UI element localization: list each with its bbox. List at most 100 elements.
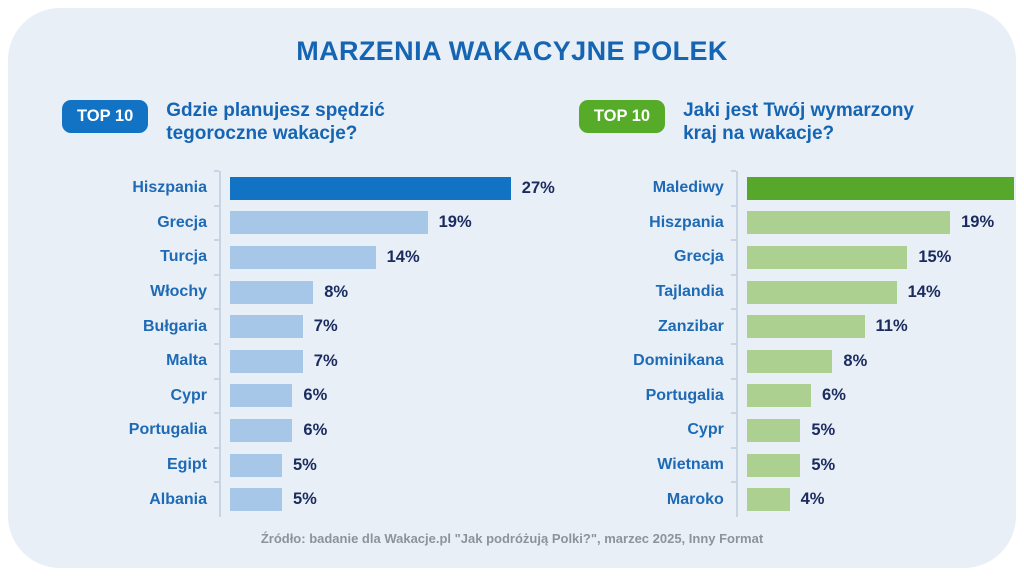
bar-track: 11% <box>730 308 1024 344</box>
chart-row: Maroko 4% <box>579 481 1024 517</box>
chart-row: Grecja 19% <box>62 204 555 241</box>
value-label: 15% <box>918 247 952 266</box>
category-label: Hiszpania <box>132 179 207 197</box>
bar-track: 6% <box>730 377 1024 414</box>
value-label: 8% <box>843 351 868 370</box>
value-label: 4% <box>800 490 825 509</box>
category-label: Włochy <box>150 283 207 301</box>
bar-track: 7% <box>214 342 555 379</box>
chart-row: Włochy 8% <box>62 273 555 310</box>
bar <box>746 384 812 408</box>
bar <box>230 453 282 477</box>
category-label: Grecja <box>157 213 207 231</box>
bar-track: 27% <box>214 170 555 206</box>
bar-track: 4% <box>730 481 1024 517</box>
chart-header-left: TOP 10 Gdzie planujesz spędzić tegoroczn… <box>62 99 555 157</box>
value-label: 5% <box>811 420 836 439</box>
category-label: Portugalia <box>128 421 207 439</box>
charts-container: TOP 10 Gdzie planujesz spędzić tegoroczn… <box>38 99 1015 517</box>
bar <box>230 349 303 373</box>
value-label: 7% <box>313 351 338 370</box>
bar <box>746 453 801 477</box>
source-note: Źródło: badanie dla Wakacje.pl "Jak podr… <box>260 531 764 546</box>
bar-track: 6% <box>214 412 555 448</box>
top10-badge-blue: TOP 10 <box>62 100 149 133</box>
infographic-card: MARZENIA WAKACYJNE POLEK TOP 10 Gdzie pl… <box>8 8 1016 568</box>
category-label: Cypr <box>687 421 724 439</box>
chart-header-right: TOP 10 Jaki jest Twój wymarzony kraj na … <box>578 99 1024 157</box>
bar <box>746 176 1015 200</box>
bar-track: 19% <box>730 204 1024 241</box>
chart-row: Malediwy 25% <box>579 170 1024 206</box>
value-label: 27% <box>521 178 555 197</box>
category-label: Hiszpania <box>649 213 724 231</box>
bar <box>746 280 897 304</box>
value-label: 11% <box>875 317 908 336</box>
bar <box>230 488 282 512</box>
bar <box>746 315 865 339</box>
category-label: Bułgaria <box>142 317 207 335</box>
chart-row: Zanzibar 11% <box>579 308 1024 344</box>
chart-row: Hiszpania 27% <box>62 170 555 206</box>
value-label: 19% <box>438 213 472 232</box>
category-label: Albania <box>149 490 207 508</box>
bar-track: 6% <box>214 377 555 414</box>
chart-row: Albania 5% <box>62 481 555 517</box>
category-label: Dominikana <box>633 352 724 370</box>
category-label: Egipt <box>167 456 207 474</box>
chart-row: Cypr 6% <box>62 377 555 414</box>
chart-question-right: Jaki jest Twój wymarzony kraj na wakacje… <box>683 100 914 145</box>
bar-track: 19% <box>214 204 555 241</box>
category-label: Grecja <box>674 248 724 266</box>
chart-row: Bułgaria 7% <box>62 308 555 344</box>
bar-chart-right: Malediwy 25% Hiszpania 19% Grecja 15% Tajlandi… <box>579 170 1024 517</box>
bar <box>746 488 790 512</box>
chart-row: Tajlandia 14% <box>579 273 1024 310</box>
bar <box>230 245 376 269</box>
value-label: 14% <box>386 247 420 266</box>
chart-row: Hiszpania 19% <box>579 204 1024 241</box>
value-label: 5% <box>811 455 836 474</box>
chart-row: Malta 7% <box>62 342 555 379</box>
bar <box>230 384 293 408</box>
category-label: Cypr <box>170 386 207 404</box>
bar-track: 14% <box>730 273 1024 310</box>
bar <box>746 418 801 442</box>
value-label: 14% <box>907 282 941 301</box>
bar-chart-left: Hiszpania 27% Grecja 19% Turcja 14% Włochy 8% Bu… <box>62 170 555 517</box>
chart-row: Wietnam 5% <box>579 446 1024 483</box>
value-label: 5% <box>293 490 317 509</box>
bar <box>746 211 951 235</box>
chart-column-left: TOP 10 Gdzie planujesz spędzić tegoroczn… <box>62 99 555 517</box>
category-label: Portugalia <box>645 386 724 404</box>
value-label: 6% <box>822 386 846 405</box>
bar <box>746 245 908 269</box>
chart-column-right: TOP 10 Jaki jest Twój wymarzony kraj na … <box>578 99 1024 517</box>
chart-row: Portugalia 6% <box>62 412 555 448</box>
top10-badge-green: TOP 10 <box>578 100 666 133</box>
category-label: Wietnam <box>657 456 724 474</box>
bar-track: 5% <box>214 481 555 517</box>
value-label: 6% <box>303 420 328 439</box>
chart-row: Turcja 14% <box>62 239 555 275</box>
value-label: 6% <box>303 386 328 405</box>
bar-track: 14% <box>214 239 555 275</box>
category-label: Tajlandia <box>655 283 724 301</box>
bar-track: 5% <box>214 446 555 483</box>
category-label: Turcja <box>160 248 207 266</box>
value-label: 8% <box>324 282 349 301</box>
bar-track: 8% <box>730 342 1024 379</box>
category-label: Malta <box>166 352 207 370</box>
chart-row: Egipt 5% <box>62 446 555 483</box>
bar <box>230 418 293 442</box>
bar <box>230 176 511 200</box>
bar <box>230 280 314 304</box>
chart-question-left: Gdzie planujesz spędzić tegoroczne wakac… <box>166 100 385 145</box>
bar-track: 8% <box>214 273 555 310</box>
value-label: 7% <box>313 317 338 336</box>
page-title: MARZENIA WAKACYJNE POLEK <box>296 36 728 66</box>
chart-row: Grecja 15% <box>579 239 1024 275</box>
chart-row: Cypr 5% <box>579 412 1024 448</box>
value-label: 5% <box>293 455 317 474</box>
bar-track: 5% <box>730 412 1024 448</box>
